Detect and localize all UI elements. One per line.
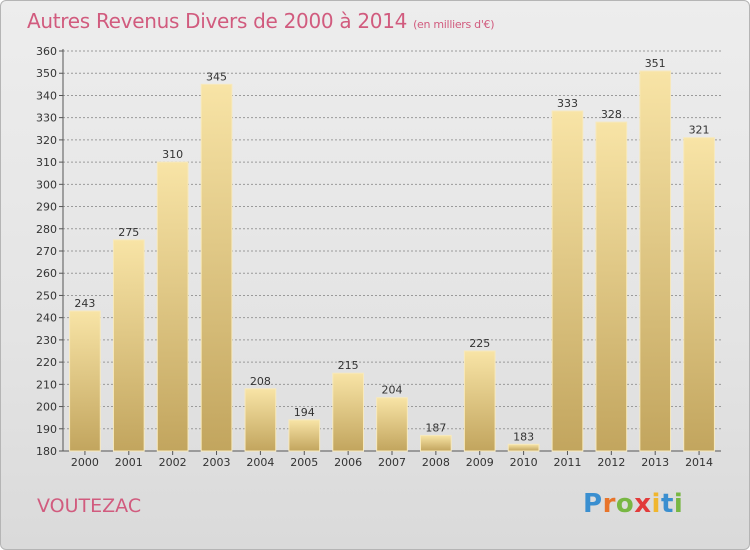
chart-title-text: Autres Revenus Divers de 2000 à 2014 (27, 9, 408, 33)
y-tick-label: 180 (36, 445, 57, 458)
logo-letter: P (583, 489, 603, 519)
bar (551, 110, 584, 452)
y-tick-label: 190 (36, 423, 57, 436)
y-tick-label: 300 (36, 178, 57, 191)
y-tick-label: 260 (36, 267, 57, 280)
bar-value-label: 215 (338, 359, 359, 372)
bar (288, 419, 321, 452)
x-tick-label: 2013 (641, 456, 669, 469)
bar-value-label: 183 (513, 430, 534, 443)
logo-letter: t (660, 489, 674, 519)
y-tick-label: 220 (36, 356, 57, 369)
bar-value-label: 275 (118, 226, 139, 239)
logo-letter: r (602, 489, 616, 519)
x-tick-label: 2007 (378, 456, 406, 469)
y-tick-label: 330 (36, 112, 57, 125)
y-tick-label: 200 (36, 401, 57, 414)
y-tick-label: 320 (36, 134, 57, 147)
y-tick-label: 340 (36, 89, 57, 102)
chart-title: Autres Revenus Divers de 2000 à 2014 (en … (27, 9, 495, 33)
logo-letter: x (634, 489, 652, 519)
x-tick-label: 2010 (510, 456, 538, 469)
bar-value-label: 333 (557, 97, 578, 110)
x-tick-label: 2011 (553, 456, 581, 469)
bar-value-label: 328 (601, 108, 622, 121)
logo-letter: i (651, 489, 661, 519)
x-tick-label: 2001 (115, 456, 143, 469)
y-tick-label: 270 (36, 245, 57, 258)
bar (200, 83, 233, 452)
y-tick-label: 250 (36, 289, 57, 302)
bar-value-label: 187 (425, 421, 446, 434)
y-tick-label: 230 (36, 334, 57, 347)
bar (507, 443, 540, 452)
y-tick-label: 350 (36, 67, 57, 80)
x-tick-label: 2003 (203, 456, 231, 469)
x-tick-label: 2004 (246, 456, 274, 469)
bar (463, 350, 496, 452)
bar (112, 239, 145, 452)
y-tick-label: 360 (36, 45, 57, 58)
bar (69, 310, 101, 452)
bar-value-label: 225 (469, 337, 490, 350)
proxiti-logo: Proxiti (583, 489, 683, 519)
x-tick-label: 2006 (334, 456, 362, 469)
bar-value-label: 194 (294, 406, 315, 419)
chart-unit: (en milliers d'€) (413, 18, 495, 31)
x-tick-label: 2012 (597, 456, 625, 469)
bar (332, 372, 364, 452)
x-tick-label: 2002 (159, 456, 187, 469)
bar (683, 137, 715, 452)
y-tick-label: 240 (36, 312, 57, 325)
bar-value-label: 351 (645, 57, 666, 70)
logo-letter: o (615, 489, 635, 519)
x-tick-label: 2000 (71, 456, 99, 469)
bar (595, 121, 628, 452)
bar-value-label: 208 (250, 375, 271, 388)
bar (156, 161, 189, 452)
y-tick-label: 280 (36, 223, 57, 236)
bar-value-label: 310 (162, 148, 183, 161)
x-tick-label: 2005 (290, 456, 318, 469)
commune-name: VOUTEZAC (37, 495, 142, 517)
logo-letter: i (673, 489, 684, 519)
bar-value-label: 243 (74, 297, 95, 310)
y-tick-label: 290 (36, 201, 57, 214)
bar (420, 434, 452, 452)
y-tick-label: 310 (36, 156, 57, 169)
x-tick-label: 2014 (685, 456, 713, 469)
y-tick-label: 210 (36, 378, 57, 391)
x-tick-label: 2009 (466, 456, 494, 469)
x-tick-label: 2008 (422, 456, 450, 469)
bar (639, 70, 672, 452)
bar (376, 397, 408, 452)
bar (244, 388, 277, 452)
bar-value-label: 204 (382, 384, 403, 397)
bar-value-label: 345 (206, 70, 227, 83)
bar-value-label: 321 (689, 124, 710, 137)
